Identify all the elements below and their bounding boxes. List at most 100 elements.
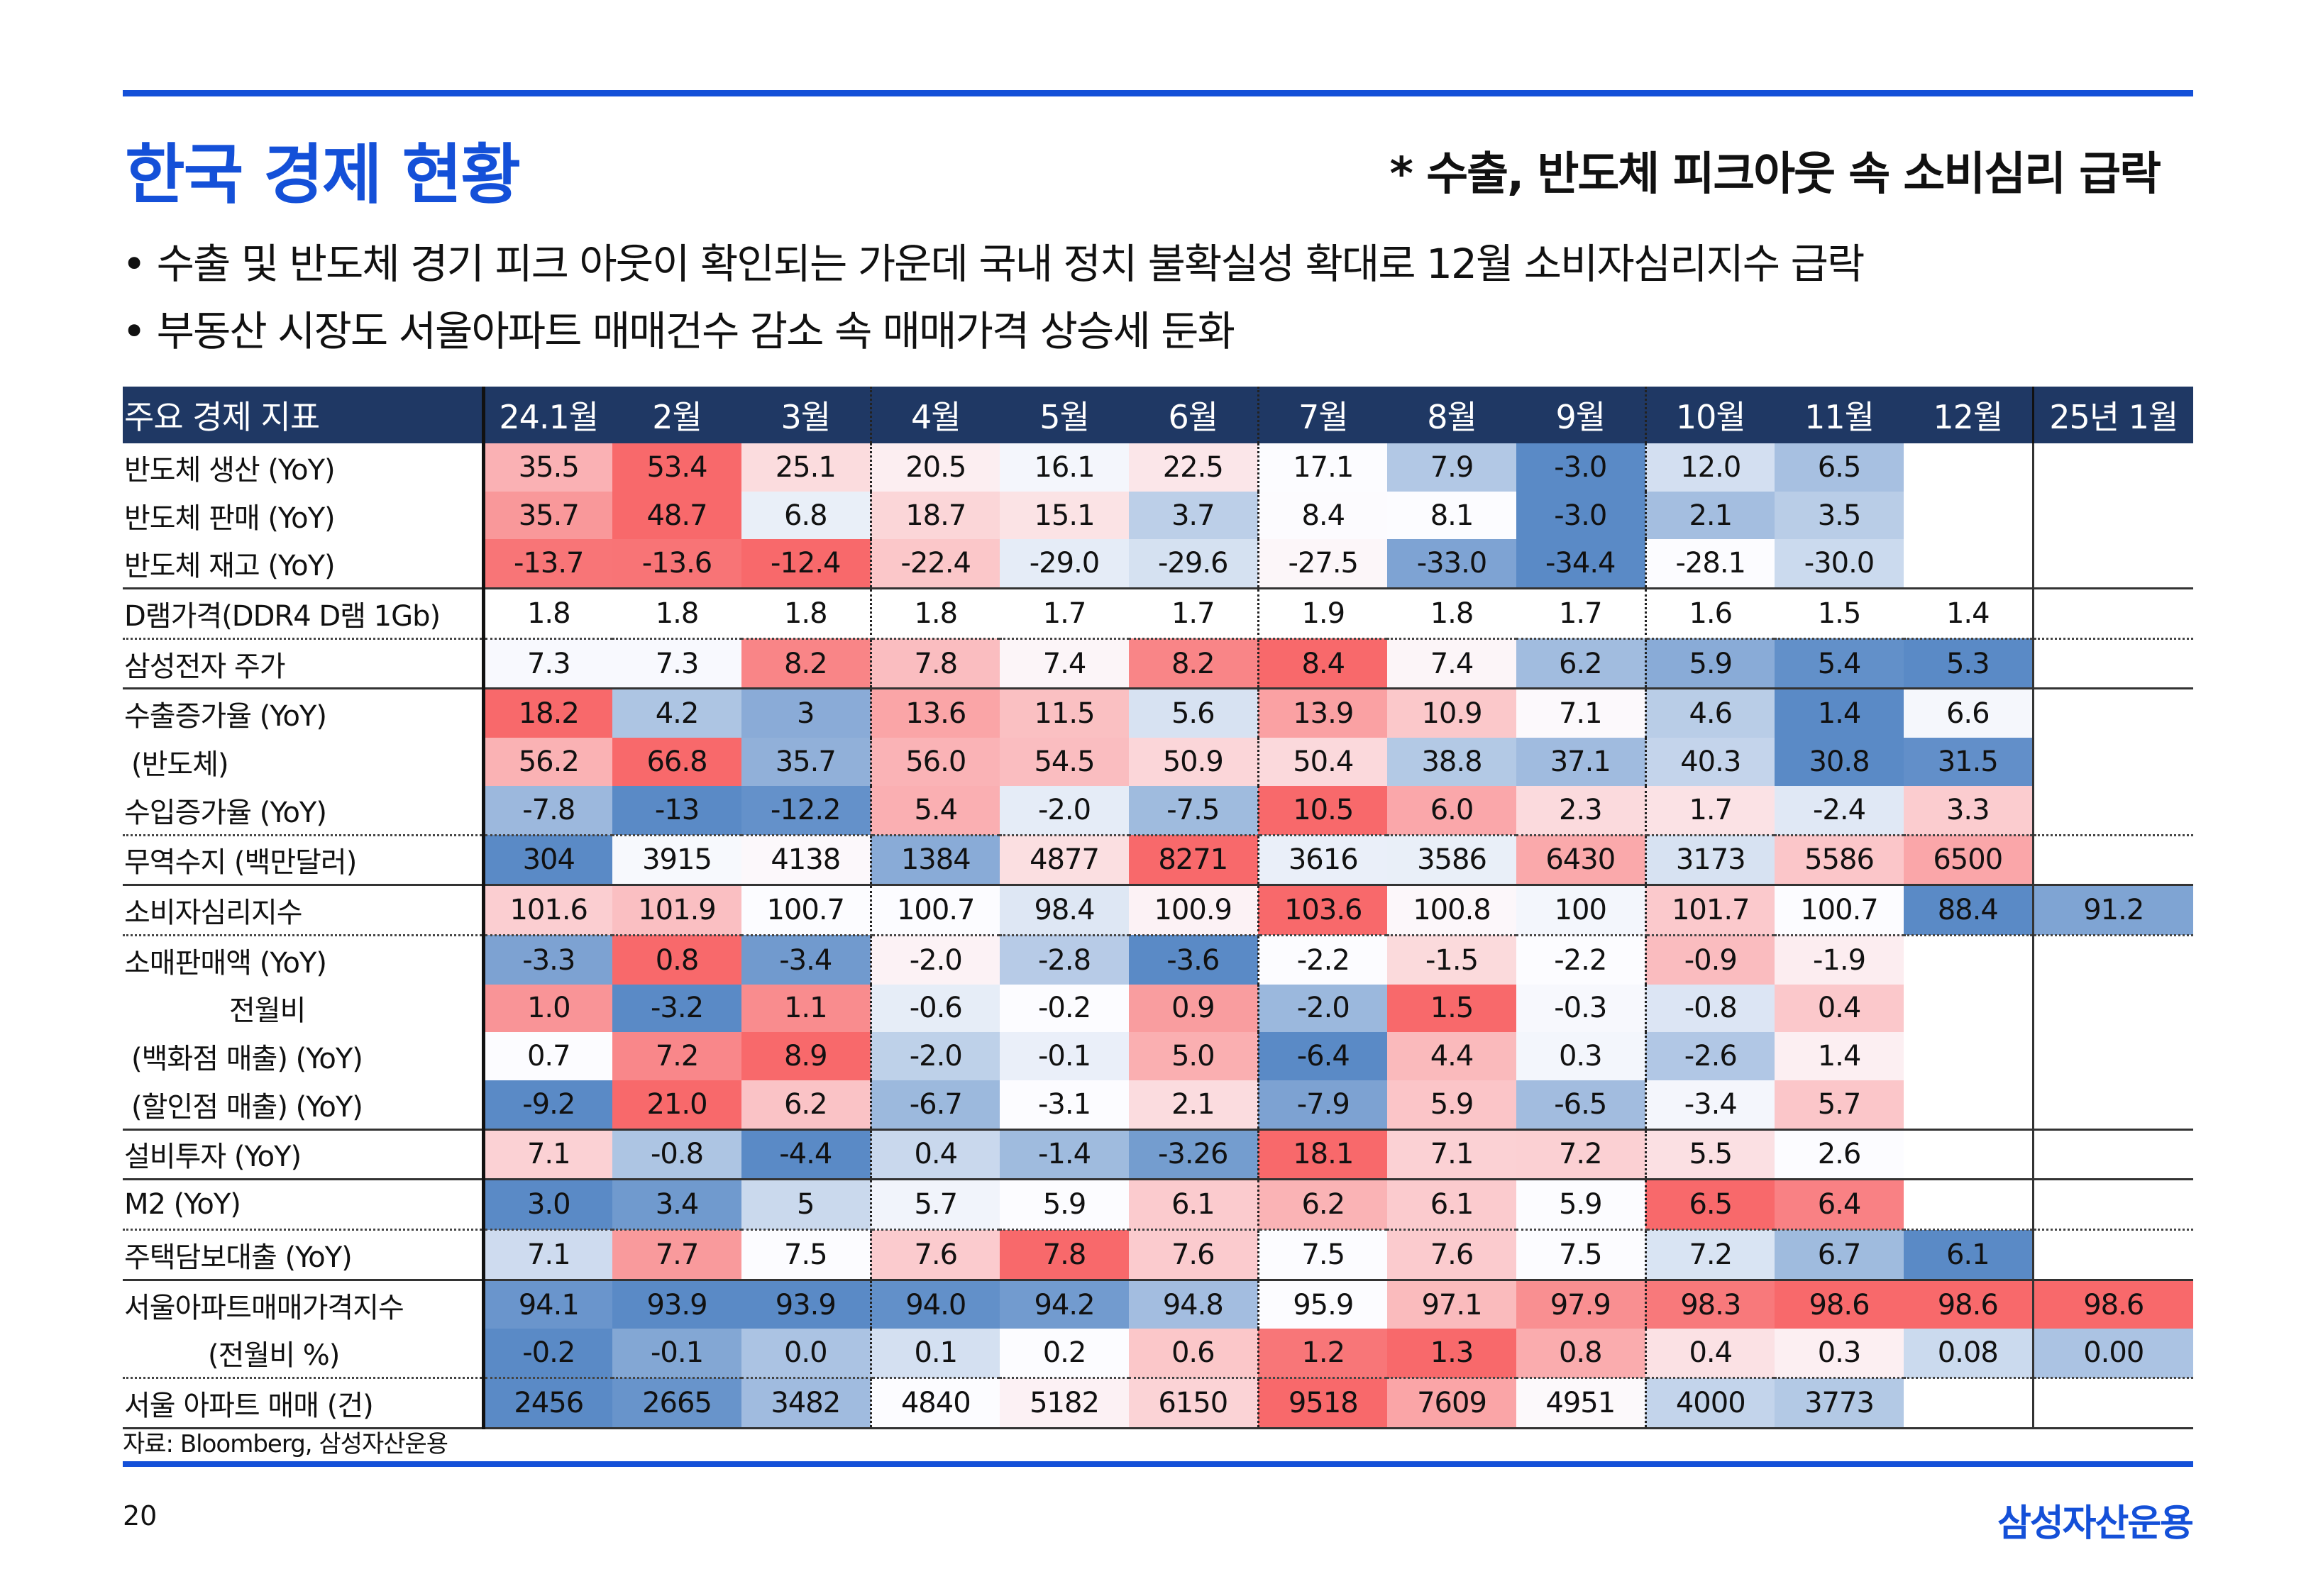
table-cell: 1.7: [1645, 785, 1775, 836]
table-cell: 7.1: [1516, 688, 1647, 738]
table-cell: 3.4: [612, 1179, 741, 1231]
table-cell: -0.1: [1000, 1032, 1129, 1080]
table-cell: -12.2: [741, 785, 872, 836]
table-cell: -22.4: [871, 539, 1000, 590]
table-cell: 3.7: [1129, 491, 1259, 540]
table-cell: 18.2: [483, 688, 612, 738]
table-cell: 98.6: [2031, 1280, 2193, 1329]
table-cell: 1.8: [612, 588, 741, 640]
table-cell: 3915: [612, 835, 741, 887]
table-cell: 3.0: [483, 1179, 612, 1231]
table-row: 무역수지 (백만달러) 304 3915 4138 1384 4877 8271 3616 35…: [123, 835, 2193, 887]
table-cell: 5.9: [1000, 1179, 1129, 1231]
table-cell: 94.0: [871, 1280, 1000, 1329]
table-cell: 3616: [1258, 835, 1387, 887]
table-cell: 1.5: [1387, 984, 1516, 1033]
table-cell: -4.4: [741, 1129, 872, 1181]
table-cell: -2.6: [1645, 1032, 1775, 1080]
table-cell: 10.9: [1387, 688, 1516, 738]
table-cell: 53.4: [612, 443, 741, 492]
table-cell: [1904, 1179, 2033, 1231]
table-cell: 7.1: [1387, 1129, 1516, 1181]
table-row: 수입증가율 (YoY) -7.8 -13 -12.2 5.4 -2.0 -7.5 10.5 6.…: [123, 785, 2193, 836]
table-cell: 7.6: [871, 1229, 1000, 1281]
row-label: 서울 아파트 매매 (건): [123, 1378, 485, 1429]
table-cell: -2.4: [1775, 785, 1904, 836]
table-cell: 0.1: [871, 1329, 1000, 1380]
table-cell: [1904, 492, 2033, 540]
table-row: 삼성전자 주가 7.3 7.3 8.2 7.8 7.4 8.2 8.4 7.4 6.2 5.9 5.4…: [123, 638, 2193, 690]
table-cell: 20.5: [871, 443, 1000, 492]
table-cell: 6.1: [1904, 1229, 2033, 1281]
table-row: 소매판매액 (YoY) -3.3 0.8 -3.4 -2.0 -2.8 -3.6 -2.2 -1…: [123, 935, 2193, 985]
table-cell: 100.9: [1129, 885, 1259, 936]
table-cell: [1904, 1080, 2033, 1131]
column-header: 24.1월: [483, 387, 612, 443]
table-cell: 8.2: [741, 638, 872, 690]
table-cell: 35.7: [741, 738, 872, 786]
table-cell: 103.6: [1258, 885, 1387, 936]
table-cell: 6.8: [741, 491, 872, 540]
column-header: 4월: [871, 387, 1000, 443]
table-cell: 37.1: [1516, 738, 1647, 786]
table-cell: 304: [483, 835, 612, 887]
table-cell: -13: [612, 785, 741, 836]
table-cell: 7.1: [483, 1229, 612, 1281]
column-header: 10월: [1645, 387, 1775, 443]
table-cell: 0.6: [1129, 1329, 1259, 1380]
table-cell: 7.2: [1645, 1229, 1775, 1281]
table-cell: [2031, 935, 2193, 985]
table-cell: -2.0: [1258, 984, 1387, 1033]
column-header: 5월: [1000, 387, 1129, 443]
table-cell: 1.8: [483, 588, 612, 640]
table-cell: 50.9: [1129, 738, 1259, 786]
column-header: 6월: [1129, 387, 1259, 443]
table-cell: 7.4: [1000, 638, 1129, 690]
table-cell: -7.5: [1129, 785, 1259, 836]
table-cell: 8.4: [1258, 491, 1387, 540]
table-cell: [2031, 1032, 2193, 1080]
table-cell: 56.0: [871, 738, 1000, 786]
table-cell: 0.9: [1129, 984, 1259, 1033]
column-header: 11월: [1775, 387, 1904, 443]
column-header: 8월: [1387, 387, 1516, 443]
table-cell: 5.0: [1129, 1032, 1259, 1080]
table-cell: -2.0: [871, 935, 1000, 985]
table-cell: [2031, 984, 2193, 1033]
table-cell: 97.1: [1387, 1280, 1516, 1329]
row-label: 수입증가율 (YoY): [123, 785, 485, 836]
row-label: 전월비: [123, 984, 485, 1033]
table-cell: -0.2: [483, 1329, 612, 1380]
table-header-row: 주요 경제 지표 24.1월 2월 3월 4월 5월 6월 7월 8월 9월 10월 11월 12월 2…: [123, 387, 2193, 443]
bottom-rule: [123, 1461, 2193, 1467]
table-cell: 5.4: [1775, 638, 1904, 690]
table-cell: 6.7: [1775, 1229, 1904, 1281]
table-cell: 25.1: [741, 443, 872, 492]
table-cell: -1.9: [1775, 935, 1904, 985]
table-row: 서울아파트매매가격지수 94.1 93.9 93.9 94.0 94.2 94.8 95.9 9…: [123, 1280, 2193, 1329]
table-cell: 7.5: [1516, 1229, 1647, 1281]
row-label: 소비자심리지수: [123, 885, 485, 936]
table-cell: 8271: [1129, 835, 1259, 887]
table-cell: 6.2: [1516, 638, 1647, 690]
table-cell: 5.9: [1387, 1080, 1516, 1131]
table-cell: -0.3: [1516, 984, 1647, 1033]
table-cell: 1.5: [1775, 588, 1904, 640]
table-cell: -2.2: [1516, 935, 1647, 985]
table-cell: -0.2: [1000, 984, 1129, 1033]
table-cell: 94.8: [1129, 1280, 1259, 1329]
table-cell: -2.0: [871, 1032, 1000, 1080]
table-cell: [1904, 935, 2033, 984]
table-cell: 2.6: [1775, 1129, 1904, 1181]
table-cell: 50.4: [1258, 738, 1387, 786]
table-row: 설비투자 (YoY) 7.1 -0.8 -4.4 0.4 -1.4 -3.26 18.1 7.1…: [123, 1129, 2193, 1181]
row-label: D램가격(DDR4 D램 1Gb): [123, 588, 485, 640]
table-cell: [2031, 835, 2193, 887]
table-cell: 97.9: [1516, 1280, 1647, 1329]
table-cell: -30.0: [1775, 539, 1904, 590]
table-cell: -1.4: [1000, 1129, 1129, 1181]
table-cell: 2456: [483, 1378, 612, 1429]
table-row: 수출증가율 (YoY) 18.2 4.2 3 13.6 11.5 5.6 13.9 10.9 7.…: [123, 688, 2193, 738]
table-cell: 95.9: [1258, 1280, 1387, 1329]
table-cell: 100.7: [741, 885, 872, 936]
